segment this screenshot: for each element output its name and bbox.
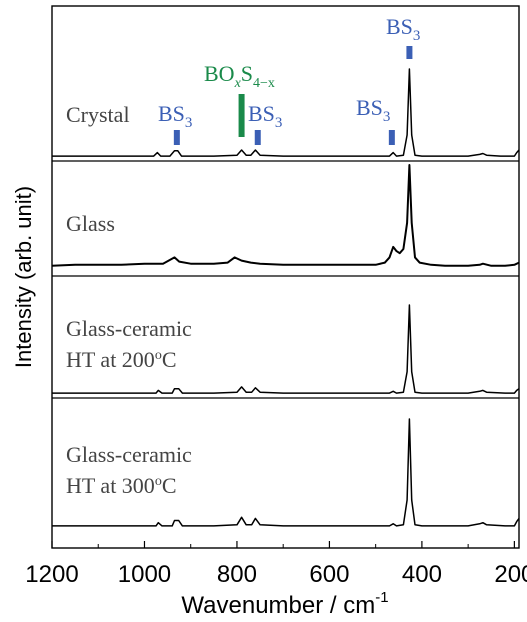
x-tick-label: 1200 [25,561,78,588]
spectrum-line-1 [52,68,520,157]
panel-label-2: Glass [66,211,115,236]
spectrum-line-4 [52,418,520,527]
annotation-label: BS3 [356,95,390,125]
x-tick-label: 1000 [118,561,171,588]
panel-label-4: Glass-ceramic [66,442,192,467]
annotation-marker [388,130,395,145]
annotation-label: BS3 [158,101,192,131]
plot-frame [51,5,520,549]
spectrum-line-2 [51,164,520,267]
annotation-marker [406,46,413,59]
x-tick-label: 200 [494,561,527,588]
panel-label-4: HT at 300oC [66,473,177,498]
x-tick-label: 400 [402,561,442,588]
panel-label-1: Crystal [66,102,130,127]
annotation-label: BOxS4−x [204,61,275,91]
spectrum-line-3 [52,304,520,394]
x-tick-label: 800 [217,561,257,588]
x-tick-label: 600 [309,561,349,588]
panel-label-3: Glass-ceramic [66,316,192,341]
x-axis-label: Wavenumber / cm-1 [181,589,388,619]
y-axis-label: Intensity (arb. unit) [11,186,36,368]
annotation-marker [173,130,180,145]
annotation-marker [254,130,261,145]
panel-label-3: HT at 200oC [66,347,177,372]
annotation-marker [238,94,245,137]
annotation-label: BS3 [386,14,420,44]
annotation-label: BS3 [248,101,282,131]
